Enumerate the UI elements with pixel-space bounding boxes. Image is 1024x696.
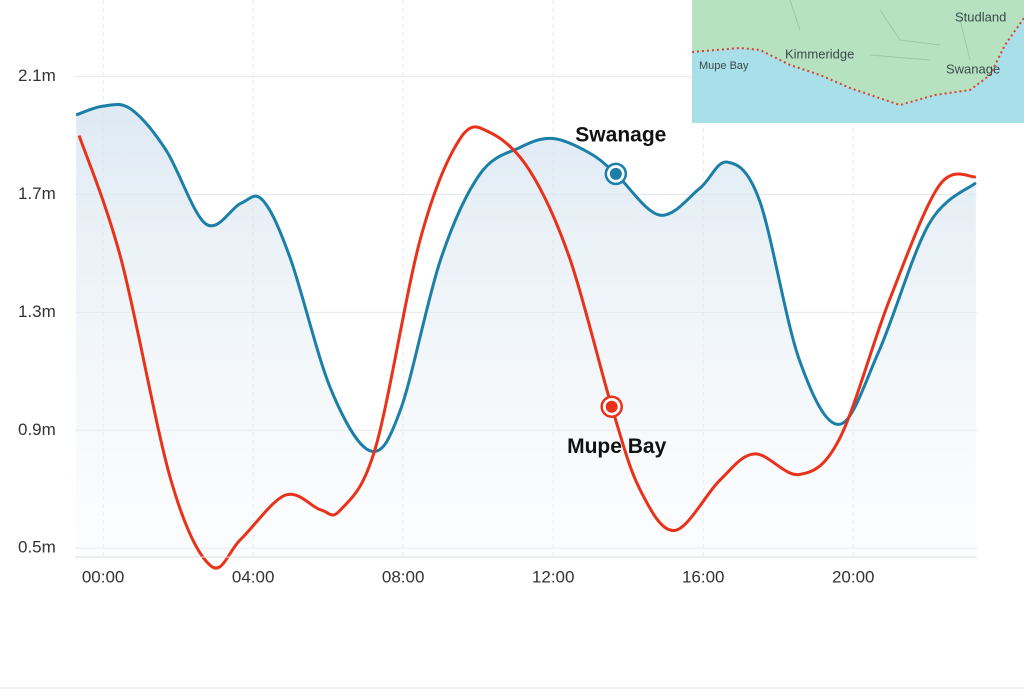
map-coastline: [691, 17, 1024, 107]
map-inset: Studland Kimmeridge Mupe Bay Swanage: [691, 0, 1024, 123]
line: [77, 125, 977, 570]
x-tick-label: 12:00: [532, 567, 575, 586]
map-label: Studland: [955, 9, 1006, 24]
map-label: Mupe Bay: [699, 60, 749, 72]
x-tick-label: 08:00: [382, 567, 425, 586]
series-annotation: Mupe Bay: [567, 435, 667, 458]
x-tick-label: 04:00: [232, 567, 275, 586]
y-tick-label: 0.5m: [18, 538, 56, 557]
map-label: Swanage: [946, 61, 1000, 76]
x-tick-label: 16:00: [682, 567, 725, 586]
y-tick-label: 1.7m: [18, 184, 56, 203]
marker-dot: [605, 400, 618, 413]
marker-dot: [609, 167, 622, 180]
series-annotation: Swanage: [575, 123, 666, 146]
y-tick-label: 1.3m: [18, 302, 56, 321]
x-tick-label: 20:00: [832, 567, 875, 586]
map-land: [692, 0, 1024, 105]
map-label: Kimmeridge: [785, 46, 854, 61]
y-tick-label: 0.9m: [18, 420, 56, 439]
x-tick-label: 00:00: [82, 567, 125, 586]
area: [76, 104, 976, 557]
map-roads: [789, 0, 971, 61]
y-tick-label: 2.1m: [18, 66, 56, 85]
line: [75, 102, 977, 453]
